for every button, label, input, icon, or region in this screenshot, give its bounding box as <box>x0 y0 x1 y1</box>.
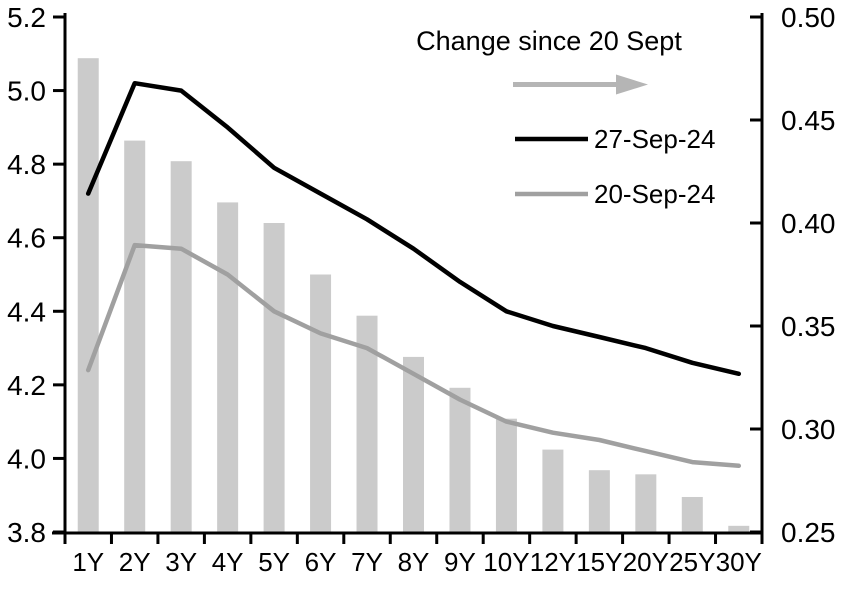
bar-5Y <box>263 223 285 533</box>
legend-title: Change since 20 Sept <box>416 26 682 56</box>
bar-1Y <box>77 58 99 533</box>
x-axis-label-6Y: 6Y <box>305 547 337 577</box>
series-line-20-sep-24 <box>85 242 742 469</box>
change-arrow-icon <box>513 74 648 95</box>
right-axis-label-0.40: 0.40 <box>781 208 836 239</box>
x-axis-label-4Y: 4Y <box>212 547 244 577</box>
bar-3Y <box>170 161 192 533</box>
bar-25Y <box>681 496 703 533</box>
x-axis-label-12Y: 12Y <box>530 547 576 577</box>
x-axis-label-15Y: 15Y <box>576 547 622 577</box>
x-axis-label-9Y: 9Y <box>444 547 476 577</box>
right-axis-label-0.30: 0.30 <box>781 414 836 445</box>
axis-labels: 5.2 5.0 4.8 4.6 4.4 4.2 4.0 3.8 0.50 0.45 0.40 0.35… <box>7 2 835 577</box>
bar-4Y <box>217 202 239 533</box>
bars-group <box>77 58 750 533</box>
left-axis-label-4.8: 4.8 <box>7 149 46 180</box>
x-axis-label-7Y: 7Y <box>351 547 383 577</box>
right-axis-label-0.45: 0.45 <box>781 105 836 136</box>
right-axis-label-0.25: 0.25 <box>781 517 836 548</box>
x-axis-label-10Y: 10Y <box>483 547 529 577</box>
bar-15Y <box>588 470 610 533</box>
bar-20Y <box>635 474 657 533</box>
legend-label-27-sep-24: 27-Sep-24 <box>594 124 715 154</box>
bar-30Y <box>728 525 750 533</box>
left-axis-label-4.4: 4.4 <box>7 296 46 327</box>
bar-2Y <box>124 140 146 533</box>
left-axis-label-4.0: 4.0 <box>7 443 46 474</box>
left-axis-label-4.6: 4.6 <box>7 223 46 254</box>
bar-7Y <box>356 315 378 533</box>
left-axis-label-4.2: 4.2 <box>7 370 46 401</box>
x-axis-label-1Y: 1Y <box>72 547 104 577</box>
legend: Change since 20 Sept 27-Sep-24 20-Sep-24 <box>416 26 715 209</box>
bar-9Y <box>449 387 471 533</box>
left-axis-label-3.8: 3.8 <box>7 517 46 548</box>
right-axis-label-0.35: 0.35 <box>781 311 836 342</box>
x-axis-label-5Y: 5Y <box>258 547 290 577</box>
series-line-27-sep-24 <box>85 80 742 377</box>
bar-6Y <box>310 274 332 533</box>
bar-10Y <box>495 418 517 533</box>
x-axis-label-20Y: 20Y <box>623 547 669 577</box>
axes <box>52 13 764 544</box>
x-axis-label-3Y: 3Y <box>165 547 197 577</box>
bar-8Y <box>403 356 424 533</box>
bar-12Y <box>542 449 564 533</box>
x-axis-label-30Y: 30Y <box>716 547 762 577</box>
legend-label-20-sep-24: 20-Sep-24 <box>594 179 715 209</box>
left-axis-label-5.0: 5.0 <box>7 76 46 107</box>
left-axis-label-5.2: 5.2 <box>7 2 46 33</box>
x-axis-label-25Y: 25Y <box>669 547 715 577</box>
x-axis-label-2Y: 2Y <box>119 547 151 577</box>
right-axis-label-0.50: 0.50 <box>781 2 836 33</box>
x-axis-label-8Y: 8Y <box>398 547 430 577</box>
